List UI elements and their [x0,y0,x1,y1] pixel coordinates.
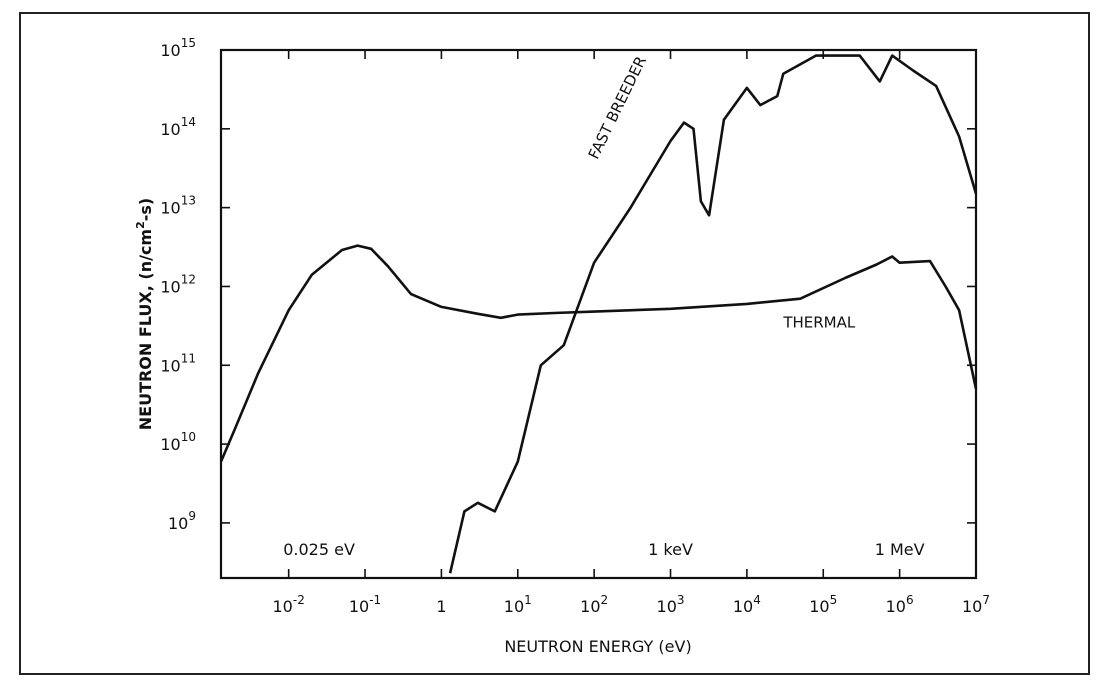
fast-breeder-curve [448,54,978,574]
x-tick-label: 104 [733,593,761,616]
energy-marker-label: 1 keV [648,540,693,559]
fast-breeder-series-label: FAST BREEDER [585,53,650,162]
y-tick-label: 1015 [160,36,196,60]
y-tick-label: 1014 [160,115,196,139]
thermal-series-label: THERMAL [782,314,856,332]
axis-ticks [221,49,977,578]
series-curves [219,54,978,574]
x-axis-label: NEUTRON ENERGY (eV) [504,637,691,656]
x-tick-labels: 10-2 10-1 1 101 102 103 104 105 106 107 [273,593,990,616]
x-tick-label: 10-1 [349,593,381,616]
x-tick-label: 105 [809,593,837,616]
plot-area-border [219,48,978,580]
x-tick-label: 106 [886,593,914,616]
y-tick-label: 1012 [160,272,196,296]
energy-marker-label: 0.025 eV [283,540,355,559]
y-axis-label: NEUTRON FLUX, (n/cm2-s) [134,198,155,430]
x-tick-label: 107 [962,593,990,616]
x-tick-label: 101 [504,593,532,616]
x-tick-label: 10-2 [273,593,305,616]
y-tick-label: 1011 [160,351,196,375]
y-tick-label: 109 [168,509,196,533]
annotations: FAST BREEDER THERMAL 0.025 eV 1 keV 1 MeV [283,53,924,559]
y-tick-label: 1010 [160,430,196,454]
x-tick-label: 103 [657,593,685,616]
y-tick-labels: 109 1010 1011 1012 1013 1014 1015 [160,36,196,533]
chart-frame [19,12,1090,675]
thermal-curve [219,244,978,463]
x-tick-label: 102 [580,593,608,616]
energy-marker-label: 1 MeV [875,540,925,559]
y-tick-label: 1013 [160,194,196,218]
x-tick-label: 1 [436,597,446,616]
